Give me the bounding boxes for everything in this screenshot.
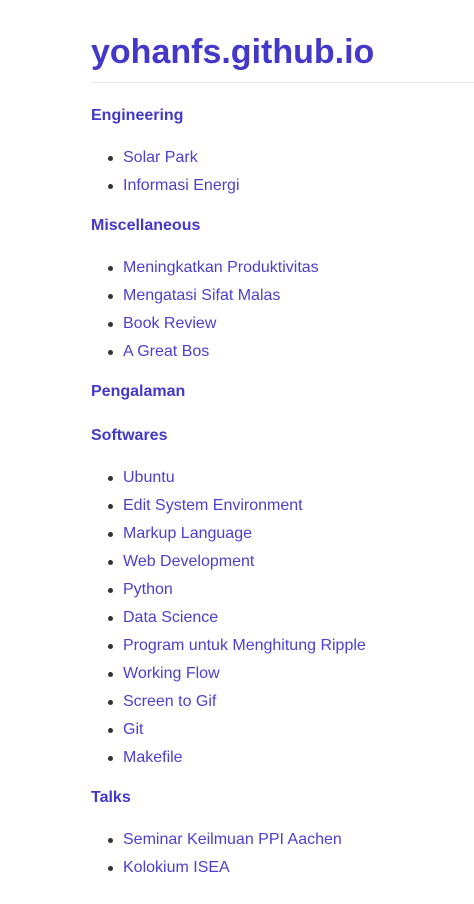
section-talks: Talks Seminar Keilmuan PPI Aachen Koloki… [91,788,474,882]
post-link[interactable]: A Great Bos [123,343,210,360]
post-link[interactable]: Makefile [123,749,183,766]
bullet-icon [108,294,113,299]
list-item: Web Development [91,548,474,576]
section-title-miscellaneous[interactable]: Miscellaneous [91,217,201,234]
post-list-softwares: Ubuntu Edit System Environment Markup La… [91,464,474,772]
section-title-pengalaman[interactable]: Pengalaman [91,383,186,400]
post-link[interactable]: Kolokium ISEA [123,859,230,876]
bullet-icon [108,588,113,593]
section-title-softwares[interactable]: Softwares [91,427,168,444]
list-item: Informasi Energi [91,172,474,200]
list-item: Data Science [91,604,474,632]
list-item: Git [91,716,474,744]
bullet-icon [108,672,113,677]
bullet-icon [108,560,113,565]
section-engineering: Engineering Solar Park Informasi Energi [91,106,474,200]
list-item: Edit System Environment [91,492,474,520]
post-list-miscellaneous: Meningkatkan Produktivitas Mengatasi Sif… [91,254,474,366]
post-link[interactable]: Book Review [123,315,217,332]
section-title-engineering[interactable]: Engineering [91,107,184,124]
list-item: Ubuntu [91,464,474,492]
list-item: Solar Park [91,144,474,172]
bullet-icon [108,322,113,327]
list-item: Program untuk Menghitung Ripple [91,632,474,660]
bullet-icon [108,866,113,871]
list-item: Python [91,576,474,604]
bullet-icon [108,838,113,843]
bullet-icon [108,350,113,355]
post-link[interactable]: Data Science [123,609,219,626]
section-softwares: Softwares Ubuntu Edit System Environment… [91,426,474,772]
site-header: yohanfs.github.io [91,30,474,83]
bullet-icon [108,184,113,189]
post-link[interactable]: Seminar Keilmuan PPI Aachen [123,831,342,848]
bullet-icon [108,700,113,705]
list-item: Meningkatkan Produktivitas [91,254,474,282]
post-link[interactable]: Informasi Energi [123,177,240,194]
bullet-icon [108,476,113,481]
post-link[interactable]: Program untuk Menghitung Ripple [123,637,366,654]
post-link[interactable]: Python [123,581,173,598]
post-list-engineering: Solar Park Informasi Energi [91,144,474,200]
section-pengalaman: Pengalaman [91,382,474,402]
post-link[interactable]: Working Flow [123,665,220,682]
category-index: Engineering Solar Park Informasi Energi … [91,106,474,898]
bullet-icon [108,756,113,761]
site-title-link[interactable]: yohanfs.github.io [91,33,375,71]
bullet-icon [108,266,113,271]
section-miscellaneous: Miscellaneous Meningkatkan Produktivitas… [91,216,474,366]
section-title-talks[interactable]: Talks [91,789,131,806]
list-item: Markup Language [91,520,474,548]
post-link[interactable]: Git [123,721,144,738]
post-list-talks: Seminar Keilmuan PPI Aachen Kolokium ISE… [91,826,474,882]
list-item: Makefile [91,744,474,772]
list-item: Seminar Keilmuan PPI Aachen [91,826,474,854]
post-link[interactable]: Markup Language [123,525,252,542]
bullet-icon [108,728,113,733]
list-item: A Great Bos [91,338,474,366]
post-link[interactable]: Edit System Environment [123,497,303,514]
list-item: Screen to Gif [91,688,474,716]
post-link[interactable]: Screen to Gif [123,693,217,710]
bullet-icon [108,532,113,537]
list-item: Working Flow [91,660,474,688]
post-link[interactable]: Solar Park [123,149,198,166]
bullet-icon [108,644,113,649]
list-item: Kolokium ISEA [91,854,474,882]
bullet-icon [108,156,113,161]
list-item: Book Review [91,310,474,338]
post-link[interactable]: Ubuntu [123,469,175,486]
bullet-icon [108,616,113,621]
post-link[interactable]: Meningkatkan Produktivitas [123,259,319,276]
post-link[interactable]: Web Development [123,553,255,570]
list-item: Mengatasi Sifat Malas [91,282,474,310]
bullet-icon [108,504,113,509]
post-link[interactable]: Mengatasi Sifat Malas [123,287,281,304]
